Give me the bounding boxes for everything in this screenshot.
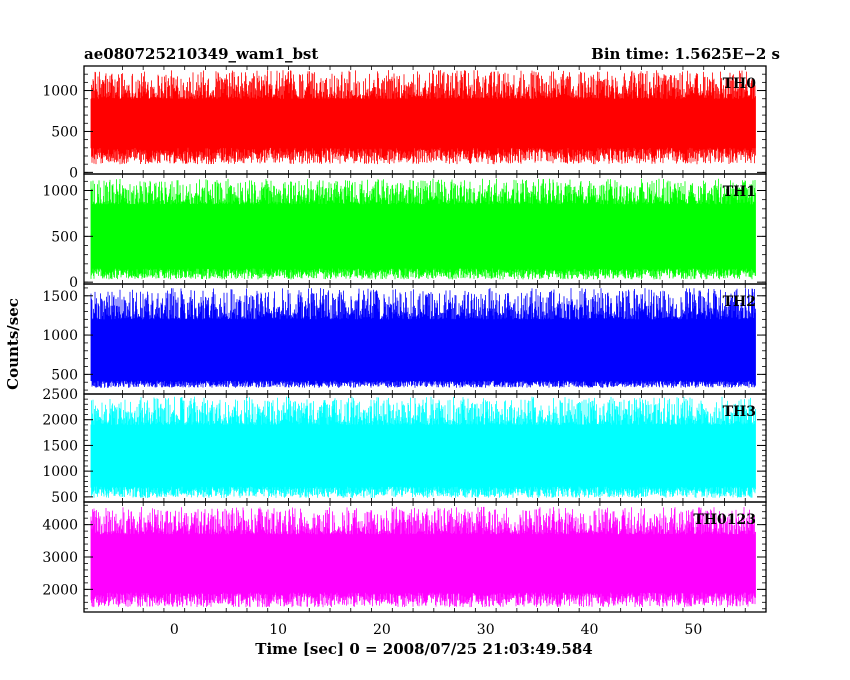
x-tick-label: 10 <box>269 622 287 638</box>
y-tick-label: 500 <box>51 367 78 383</box>
y-axis-label: Counts/sec <box>4 298 22 390</box>
panel-label: TH0123 <box>693 512 756 528</box>
y-tick-label: 1000 <box>42 464 78 480</box>
chart-title: ae080725210349_wam1_bst <box>84 45 318 63</box>
panel-th3: 500 1000 1500 2000 2500 TH3 <box>42 387 767 506</box>
panel-label: TH3 <box>723 404 756 420</box>
y-tick-label: 500 <box>51 229 78 245</box>
y-tick-label: 0 <box>69 165 78 181</box>
panel-label: TH2 <box>723 294 756 310</box>
panel-th2: 500 1000 1500 TH2 <box>42 283 767 395</box>
y-tick-label: 0 <box>69 275 78 291</box>
panels-group: 0 500 1000 TH0 0 500 1000 TH1 500 1000 1500 TH2 500 1… <box>42 65 767 613</box>
series-th0 <box>90 70 756 165</box>
series-th3 <box>90 396 756 498</box>
x-axis: 0 10 20 30 40 50 <box>170 622 702 638</box>
x-tick-label: 0 <box>170 622 179 638</box>
y-tick-label: 2500 <box>42 387 78 403</box>
y-tick-label: 1500 <box>42 289 78 305</box>
y-tick-label: 4000 <box>42 518 78 534</box>
x-tick-label: 20 <box>373 622 391 638</box>
x-tick-label: 30 <box>477 622 495 638</box>
x-tick-label: 50 <box>684 622 702 638</box>
bin-time-label: Bin time: 1.5625E−2 s <box>591 45 780 63</box>
panel-th0123: 2000 3000 4000 TH0123 <box>42 501 767 613</box>
x-axis-label: Time [sec] 0 = 2008/07/25 21:03:49.584 <box>255 640 592 658</box>
panel-th0: 0 500 1000 TH0 <box>42 65 767 181</box>
y-tick-label: 1500 <box>42 438 78 454</box>
series-th1 <box>90 178 756 280</box>
y-tick-label: 2000 <box>42 582 78 598</box>
series-th0123 <box>90 506 756 608</box>
y-tick-label: 500 <box>51 490 78 506</box>
series-th2 <box>90 288 756 388</box>
panel-label: TH1 <box>723 184 756 200</box>
y-tick-label: 1000 <box>42 84 78 100</box>
y-tick-label: 500 <box>51 124 78 140</box>
y-tick-label: 2000 <box>42 413 78 429</box>
y-tick-label: 3000 <box>42 550 78 566</box>
panel-label: TH0 <box>723 76 757 92</box>
x-tick-label: 40 <box>581 622 599 638</box>
y-tick-label: 1000 <box>42 328 78 344</box>
y-tick-label: 1000 <box>42 184 78 200</box>
panel-th1: 0 500 1000 TH1 <box>42 173 767 291</box>
